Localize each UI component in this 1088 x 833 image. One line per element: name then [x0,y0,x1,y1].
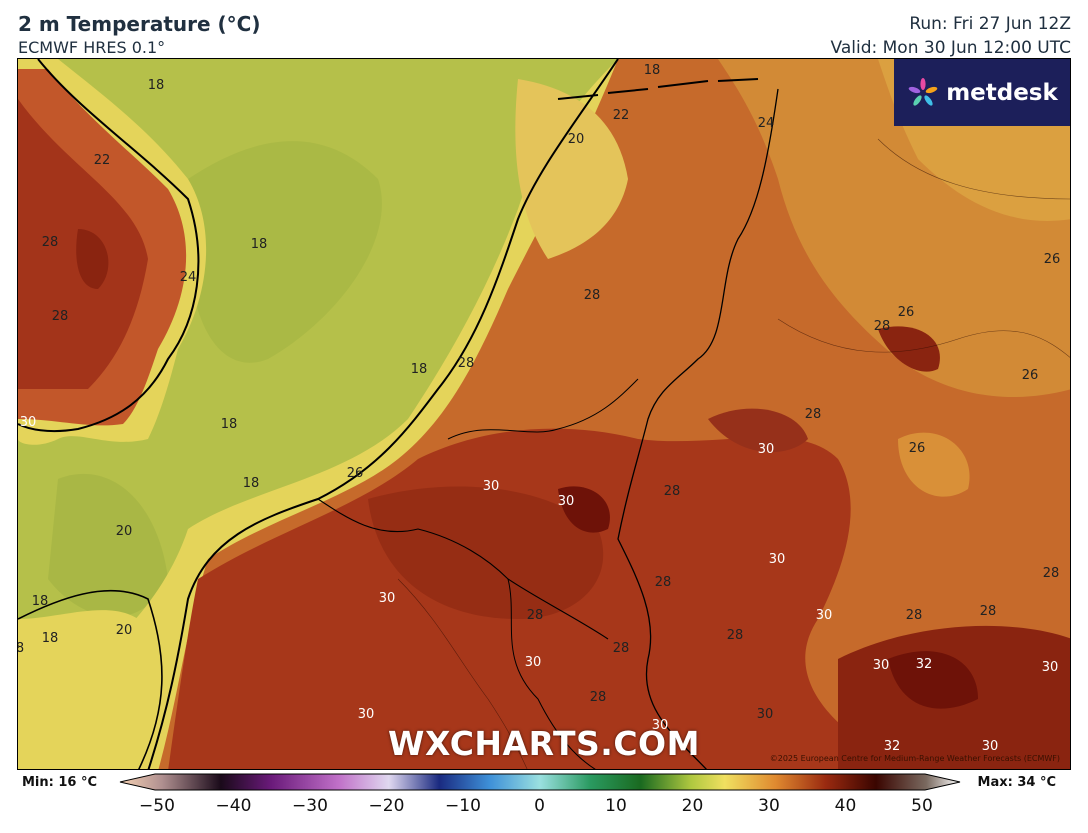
isotherm-label: 18 [32,594,49,609]
isotherm-label: 26 [1044,252,1061,267]
isotherm-label: 18 [42,631,59,646]
isotherm-label: 26 [909,441,926,456]
isotherm-label: 28 [527,608,544,623]
colorbar-tick-label: −50 [139,796,175,816]
isotherm-label: 26 [347,466,364,481]
coastline [147,59,619,769]
isotherm-label: 30 [1042,660,1059,675]
isotherm-label: 18 [221,417,238,432]
isotherm-label: 28 [458,356,475,371]
isotherm-label: 30 [652,718,669,733]
run-time: Run: Fri 27 Jun 12Z [909,14,1071,34]
isotherm-label: 32 [916,657,933,672]
colorbar-tick-label: 10 [605,796,627,816]
min-temperature: Min: 16 °C [22,775,98,790]
colorbar-tick-label: −20 [368,796,405,816]
isotherm-label: 30 [769,552,786,567]
isotherm-label: 30 [816,608,833,623]
isotherm-label: 30 [757,707,774,722]
isotherm-label: 30 [1042,768,1059,770]
isotherm-label: 26 [1022,368,1039,383]
isotherm-label: 8 [18,641,24,656]
isotherm-label: 30 [982,739,999,754]
isotherm-label: 18 [243,476,260,491]
isotherm-label: 28 [584,288,601,303]
isotherm-label: 28 [906,608,923,623]
isotherm-label: 32 [884,739,901,754]
isotherm-label: 28 [1043,566,1060,581]
isotherm-label: 30 [758,442,775,457]
temperature-map: 18 18 22 20 22 24 28 24 18 26 28 28 26 28 26 18 28 18 30 28… [17,58,1071,770]
isotherm-label: 28 [42,235,59,250]
isotherm-label: 28 [655,575,672,590]
isotherm-label: 28 [874,319,891,334]
isotherm-label: 30 [379,591,396,606]
colorbar-tick-label: 20 [681,796,704,816]
isotherm-label: 28 [590,690,607,705]
metdesk-flower-icon [908,77,938,106]
isotherm-label: 22 [94,153,111,168]
isotherm-label: 28 [664,484,681,499]
isotherm-label: 22 [613,108,630,123]
map-title: 2 m Temperature (°C) [18,12,261,36]
colorbar-tick-label: −40 [215,796,252,816]
metdesk-logo: metdesk [894,59,1070,126]
isotherm-label: 30 [558,494,575,509]
isotherm-label: 18 [148,78,165,93]
colorbar-tick-label: 40 [834,796,857,816]
isotherm-label: 30 [390,768,407,770]
isotherm-label: 28 [805,407,822,422]
country-border [617,88,779,769]
color-legend: Min: 16 °C Max: 34 °C [0,772,1088,833]
isotherm-label: 28 [52,309,69,324]
isotherm-label: 18 [411,362,428,377]
isotherm-label: 28 [727,628,744,643]
model-subtitle: ECMWF HRES 0.1° [18,38,166,57]
isotherm-label: 18 [644,63,661,78]
isotherm-label: 20 [116,524,133,539]
isotherm-label: 24 [758,116,775,131]
isotherm-label: 30 [20,415,37,430]
isotherm-label: 28 [613,641,630,656]
contour-labels: 18 18 22 20 22 24 28 24 18 26 28 28 26 28 26 18 28 18 30 28… [18,63,1061,770]
wxcharts-watermark: WXCHARTS.COM [388,724,700,763]
valid-time: Valid: Mon 30 Jun 12:00 UTC [830,38,1071,58]
isotherm-label: 30 [525,655,542,670]
colorbar [119,773,961,791]
isotherm-label: 20 [568,132,585,147]
map-canvas: 18 18 22 20 22 24 28 24 18 26 28 28 26 28 26 18 28 18 30 28… [18,59,1070,770]
isotherm-label: 30 [873,658,890,673]
max-temperature: Max: 34 °C [977,775,1056,790]
copyright-notice: ©2025 European Centre for Medium-Range W… [769,754,1060,763]
isotherm-label: 18 [251,237,268,252]
isotherm-label: 28 [980,604,997,619]
isotherm-label: 24 [180,270,197,285]
isotherm-label: 26 [898,305,915,320]
isotherm-label: 30 [483,479,500,494]
colorbar-tick-label: 0 [534,796,545,816]
colorbar-tick-label: −30 [292,796,328,816]
colorbar-tick-label: 50 [911,796,933,816]
colorbar-tick-label: −10 [445,796,481,816]
colorbar-tick-label: 30 [758,796,780,816]
metdesk-wordmark: metdesk [946,79,1058,106]
isotherm-label: 30 [358,707,375,722]
isotherm-label: 20 [116,623,133,638]
